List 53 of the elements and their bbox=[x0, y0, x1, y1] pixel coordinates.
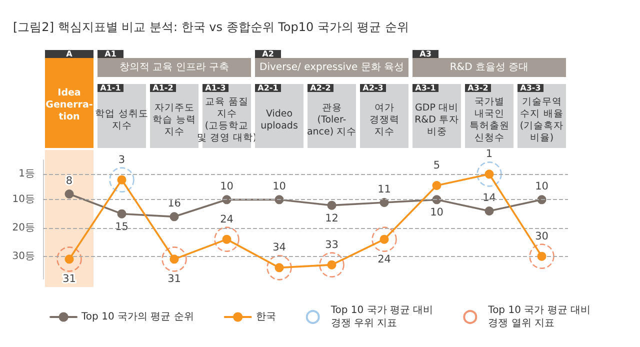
y-tick-label: 10등 bbox=[12, 194, 35, 206]
data-label: 30 bbox=[535, 230, 548, 242]
category-label: A3-1 GDP 대비 R&D 투자 비중 bbox=[414, 84, 459, 138]
point bbox=[56, 246, 82, 272]
data-label: 34 bbox=[272, 242, 286, 254]
point bbox=[117, 209, 126, 218]
point bbox=[327, 200, 336, 210]
data-label: 31 bbox=[62, 273, 76, 286]
data-label: 15 bbox=[115, 220, 128, 233]
point bbox=[380, 198, 389, 207]
point bbox=[64, 190, 74, 198]
data-label: 8 bbox=[66, 175, 73, 187]
data-label: 24 bbox=[220, 213, 234, 226]
point bbox=[170, 212, 179, 222]
point bbox=[432, 181, 442, 190]
y-tick-label: 1등 bbox=[18, 168, 35, 180]
category-label: A1-1 학업 성취도 지수 bbox=[95, 84, 148, 132]
point bbox=[484, 206, 494, 216]
category-label: A2-2 관용 (Toler- ance) 지수 bbox=[306, 84, 357, 138]
text: A3 bbox=[420, 50, 432, 58]
chart-title: [그림2] 핵심지표별 비교 분석: 한국 vs 종합순위 Top10 국가의 평균 순위 bbox=[13, 20, 410, 34]
legend-label: 한국 bbox=[256, 312, 276, 322]
legend-label: Top 10 국가 평균 대비 경쟁 우위 지표 bbox=[330, 305, 434, 329]
data-label: 3 bbox=[118, 154, 126, 166]
legend-label: Top 10 국가 평균 대비 경쟁 열위 지표 bbox=[487, 305, 590, 329]
data-label: 10 bbox=[535, 180, 548, 193]
point bbox=[162, 246, 187, 272]
point bbox=[274, 195, 284, 204]
text: 창의적 교육 인프라 구축 bbox=[119, 62, 230, 73]
category-label: A2-3 여가 경쟁력 지수 bbox=[362, 84, 400, 138]
data-label: 1 bbox=[486, 148, 493, 160]
y-tick-label: 30등 bbox=[12, 250, 35, 262]
category-label: A1-2 자기주도 학습 능력 지수 bbox=[152, 84, 196, 138]
data-label: 11 bbox=[378, 184, 391, 196]
legend-label: Top 10 국가의 평균 순위 bbox=[80, 312, 194, 322]
text: Diverse/ expressive 문화 육성 bbox=[260, 62, 404, 73]
data-label: 10 bbox=[220, 180, 234, 193]
data-label: 10 bbox=[430, 206, 444, 219]
category-label: A2-1 Video uploads bbox=[258, 84, 298, 132]
text: A1 bbox=[104, 50, 117, 58]
text: A2 bbox=[262, 50, 274, 58]
data-label: 14 bbox=[482, 192, 496, 204]
data-label: 24 bbox=[378, 253, 392, 266]
y-tick-label: 20등 bbox=[12, 222, 35, 234]
x-tick-label: A3-2 국가별 내국인 특허출원 신청수 bbox=[468, 84, 510, 144]
text: R&D 효율성 증대 bbox=[450, 62, 529, 73]
x-tick-label: A3-3 기술무역 수지 배율 (기술혹자 비율) bbox=[520, 84, 564, 144]
data-label: 10 bbox=[272, 180, 286, 193]
data-label: 5 bbox=[433, 160, 440, 172]
data-label: 33 bbox=[325, 238, 338, 251]
data-label: 31 bbox=[168, 273, 181, 286]
category-label: A Idea Generra- tion bbox=[46, 50, 93, 122]
data-label: 12 bbox=[325, 212, 338, 224]
